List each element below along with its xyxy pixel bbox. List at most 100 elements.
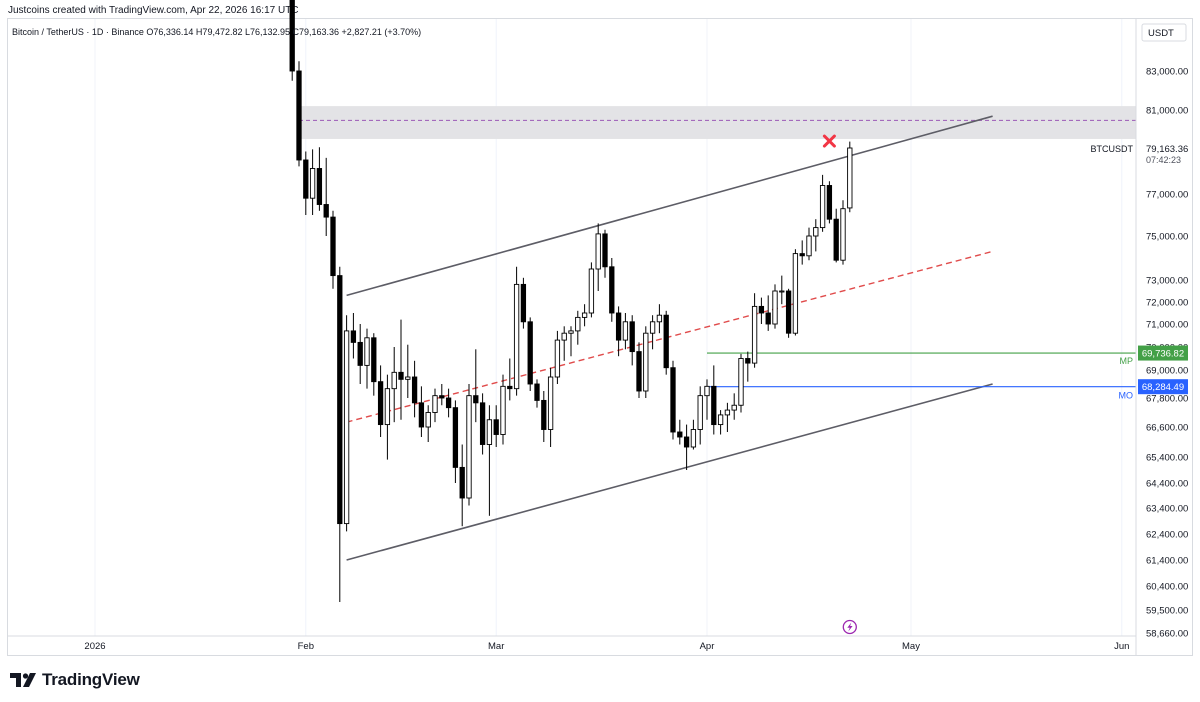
candle-up[interactable]: [806, 227, 812, 261]
candle-down[interactable]: [677, 419, 683, 445]
candle-down[interactable]: [527, 317, 533, 391]
candle-down[interactable]: [745, 351, 751, 382]
candle-down[interactable]: [303, 151, 309, 215]
candle-up[interactable]: [772, 284, 778, 329]
candle-down[interactable]: [785, 288, 792, 338]
candle-up[interactable]: [717, 410, 724, 435]
candle-down[interactable]: [602, 229, 608, 278]
time-tick-label: Feb: [298, 641, 314, 652]
candle-up[interactable]: [500, 374, 506, 445]
candle-up[interactable]: [561, 326, 567, 361]
candle-up[interactable]: [513, 266, 520, 396]
candle-up[interactable]: [343, 315, 350, 532]
candle-down[interactable]: [493, 405, 499, 447]
candle-down[interactable]: [337, 266, 343, 602]
candle-down[interactable]: [289, 0, 295, 81]
candle-up[interactable]: [575, 310, 581, 345]
currency-box[interactable]: [1141, 23, 1187, 42]
candles: [289, 0, 853, 602]
candle-down[interactable]: [683, 424, 690, 470]
price-tick-label: 60,400.00: [1146, 582, 1188, 593]
candle-down[interactable]: [418, 386, 425, 437]
candle-down[interactable]: [357, 324, 363, 384]
candle-down[interactable]: [398, 319, 404, 420]
candle-up[interactable]: [813, 219, 819, 252]
candle-down[interactable]: [479, 393, 486, 455]
candle-up[interactable]: [819, 174, 826, 232]
candle-down[interactable]: [296, 61, 302, 167]
candle-down[interactable]: [615, 306, 622, 357]
chart-frame[interactable]: [7, 18, 1193, 656]
candle-down[interactable]: [377, 365, 384, 437]
candle-up[interactable]: [405, 344, 411, 398]
candle-up[interactable]: [432, 388, 438, 423]
candle-down[interactable]: [411, 360, 418, 418]
candle-down[interactable]: [670, 360, 676, 440]
candle-down[interactable]: [758, 297, 765, 324]
candle-down[interactable]: [316, 147, 323, 211]
candle-down[interactable]: [609, 258, 615, 322]
candle-up[interactable]: [547, 367, 554, 447]
candle-body: [595, 233, 601, 270]
brand-footer[interactable]: TradingView: [9, 670, 140, 690]
candle-up[interactable]: [731, 393, 737, 420]
candle-up[interactable]: [840, 200, 846, 265]
candle-down[interactable]: [663, 310, 669, 375]
candle-down[interactable]: [459, 444, 465, 527]
candle-up[interactable]: [779, 275, 785, 305]
candle-up[interactable]: [724, 402, 731, 432]
candle-down[interactable]: [371, 333, 377, 396]
candle-down[interactable]: [507, 358, 513, 401]
candle-up[interactable]: [792, 249, 799, 336]
candle-down[interactable]: [799, 240, 805, 265]
candle-up[interactable]: [384, 374, 391, 460]
candle-up[interactable]: [364, 328, 370, 389]
candle-up[interactable]: [588, 262, 595, 318]
candle-body: [316, 168, 323, 205]
candle-body: [670, 367, 676, 433]
candle-up[interactable]: [751, 293, 758, 368]
candle-body: [799, 253, 805, 257]
candle-up[interactable]: [656, 304, 663, 334]
candle-down[interactable]: [534, 379, 540, 408]
candle-down[interactable]: [452, 400, 459, 483]
candle-down[interactable]: [541, 391, 547, 442]
candle-body: [677, 431, 683, 438]
candle-down[interactable]: [826, 181, 833, 224]
candle-up[interactable]: [554, 330, 561, 384]
candle-body: [575, 316, 581, 332]
candle-up[interactable]: [847, 141, 853, 213]
candle-up[interactable]: [738, 353, 744, 413]
candle-down[interactable]: [473, 349, 479, 423]
price-axis: 83,000.00 81,000.00 77,000.00 75,000.00 73,0…: [1091, 19, 1188, 655]
candle-down[interactable]: [330, 210, 336, 289]
candle-down[interactable]: [445, 388, 452, 418]
candle-down[interactable]: [439, 384, 445, 406]
candle-up[interactable]: [466, 384, 472, 506]
candle-down[interactable]: [629, 315, 635, 366]
candle-up[interactable]: [622, 313, 629, 350]
candle-down[interactable]: [765, 295, 771, 331]
candle-down[interactable]: [323, 157, 329, 236]
rejection-cross-stroke: [822, 134, 836, 148]
candle-up[interactable]: [704, 379, 710, 420]
candle-down[interactable]: [636, 342, 642, 398]
candle-up[interactable]: [690, 419, 697, 450]
candle-up[interactable]: [425, 405, 431, 442]
candle-up[interactable]: [595, 223, 601, 291]
lightning-event-icon[interactable]: [842, 619, 857, 635]
candle-up[interactable]: [486, 405, 493, 516]
candle-down[interactable]: [833, 208, 839, 263]
candle-up[interactable]: [581, 304, 588, 327]
candle-down[interactable]: [711, 365, 717, 435]
candle-up[interactable]: [649, 315, 656, 350]
candle-body: [663, 314, 669, 369]
candle-down[interactable]: [520, 277, 527, 329]
candle-up[interactable]: [643, 326, 649, 398]
candle-up[interactable]: [391, 347, 397, 423]
candle-up[interactable]: [568, 326, 574, 357]
candle-up[interactable]: [697, 386, 703, 445]
candle-down[interactable]: [350, 313, 357, 359]
candle-up[interactable]: [309, 149, 316, 215]
